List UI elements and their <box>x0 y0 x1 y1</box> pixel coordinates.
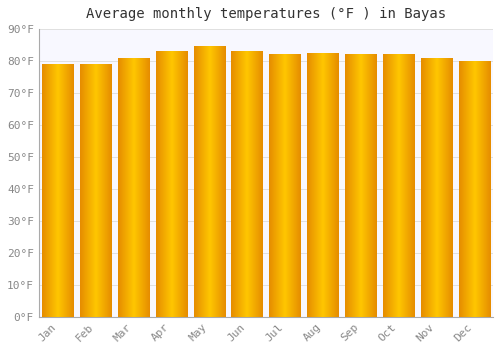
Bar <box>307 53 338 317</box>
Bar <box>232 51 262 317</box>
Bar <box>270 55 300 317</box>
Bar <box>194 47 224 317</box>
Bar <box>421 58 452 317</box>
Bar <box>156 51 187 317</box>
Bar <box>80 64 111 317</box>
Title: Average monthly temperatures (°F ) in Bayas: Average monthly temperatures (°F ) in Ba… <box>86 7 446 21</box>
Bar <box>118 58 149 317</box>
Bar <box>345 55 376 317</box>
Bar <box>383 55 414 317</box>
Bar <box>458 61 490 317</box>
Bar <box>42 64 74 317</box>
